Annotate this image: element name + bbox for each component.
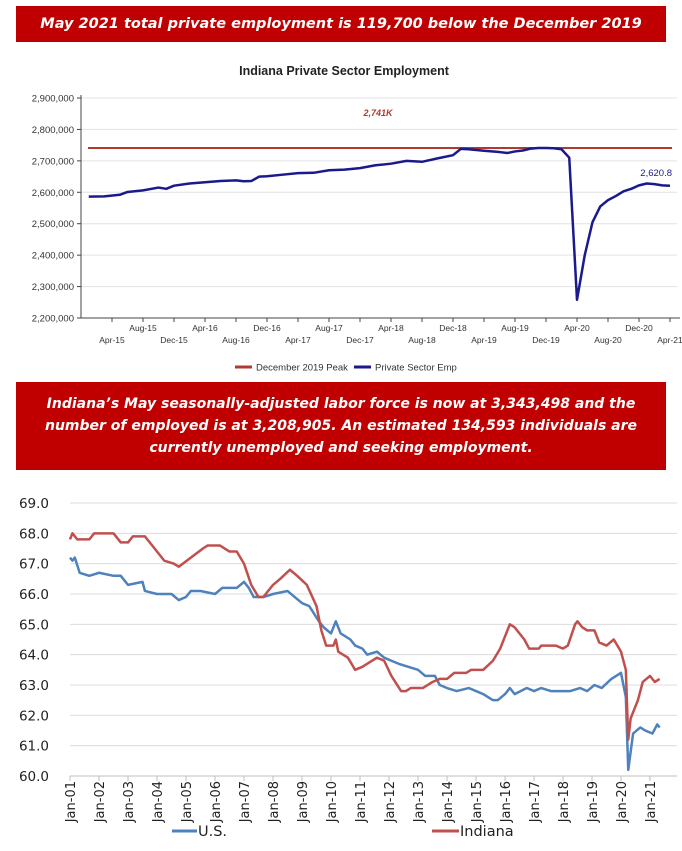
x-tick-label: Jan-18	[557, 781, 572, 823]
y-tick-label: 2,900,000	[32, 94, 74, 105]
x-tick-label: Apr-21	[657, 335, 682, 345]
y-tick-label: 62.0	[19, 708, 49, 724]
y-tick-label: 66.0	[19, 587, 49, 603]
x-tick-label: Jan-09	[296, 781, 311, 823]
x-tick-label: Jan-19	[586, 781, 601, 823]
x-tick-label: Jan-02	[93, 781, 108, 823]
x-tick-label: Aug-17	[315, 323, 343, 333]
x-tick-label: Jan-20	[615, 781, 630, 823]
legend-label-us: U.S.	[198, 824, 227, 840]
y-tick-label: 65.0	[19, 617, 49, 633]
y-tick-label: 2,200,000	[32, 314, 74, 325]
y-tick-label: 2,700,000	[32, 156, 74, 167]
x-tick-label: Jan-11	[354, 781, 369, 823]
y-tick-label: 69.0	[19, 496, 49, 512]
legend-label-private: Private Sector Emp	[375, 363, 457, 374]
headline-banner-private-employment: May 2021 total private employment is 119…	[16, 6, 666, 68]
legend-label-indiana: Indiana	[460, 824, 514, 840]
y-tick-label: 2,300,000	[32, 282, 74, 293]
private-sector-employment-chart: Indiana Private Sector Employment 2,900,…	[32, 64, 682, 374]
x-tick-label: Jan-15	[470, 781, 485, 823]
x-tick-label: Jan-14	[441, 781, 456, 823]
x-tick-label: Jan-06	[209, 781, 224, 823]
x-tick-label: Dec-18	[439, 323, 467, 333]
y-tick-label: 68.0	[19, 526, 49, 542]
x-tick-label: Dec-15	[160, 335, 188, 345]
x-tick-label: Apr-16	[192, 323, 218, 333]
y-tick-label: 2,600,000	[32, 188, 74, 199]
y-tick-label: 64.0	[19, 648, 49, 664]
x-tick-label: Jan-21	[644, 781, 659, 823]
x-tick-label: Jan-05	[180, 781, 195, 823]
x-tick-label: Aug-19	[501, 323, 529, 333]
legend-label-peak: December 2019 Peak	[256, 363, 348, 374]
x-tick-label: Jan-07	[238, 781, 253, 823]
y-tick-label: 2,500,000	[32, 219, 74, 230]
x-tick-label: Jan-03	[122, 781, 137, 823]
x-tick-label: Jan-04	[151, 781, 166, 823]
y-tick-label: 2,400,000	[32, 251, 74, 262]
x-tick-label: Jan-13	[412, 781, 427, 823]
x-tick-label: Jan-12	[383, 781, 398, 823]
x-tick-label: Jan-10	[325, 781, 340, 823]
x-tick-label: Aug-15	[129, 323, 157, 333]
chart-title: Indiana Private Sector Employment	[239, 64, 450, 78]
x-tick-label: Dec-17	[346, 335, 374, 345]
y-tick-label: 2,800,000	[32, 125, 74, 136]
x-tick-label: Apr-17	[285, 335, 311, 345]
x-tick-label: Apr-15	[99, 335, 125, 345]
x-tick-label: Apr-19	[471, 335, 497, 345]
headline-banner-labor-force: Indiana’s May seasonally-adjusted labor …	[16, 382, 666, 470]
x-tick-label: Aug-16	[222, 335, 250, 345]
x-tick-label: Aug-18	[408, 335, 436, 345]
x-tick-label: Apr-20	[564, 323, 590, 333]
x-tick-label: Jan-08	[267, 781, 282, 823]
x-tick-label: Jan-01	[64, 781, 79, 823]
x-tick-label: Jan-16	[499, 781, 514, 823]
y-tick-label: 60.0	[19, 769, 49, 785]
y-tick-label: 63.0	[19, 678, 49, 694]
x-tick-label: Jan-17	[528, 781, 543, 823]
x-tick-label: Dec-20	[625, 323, 653, 333]
peak-annotation: 2,741K	[362, 108, 394, 118]
legend: December 2019 Peak Private Sector Emp	[235, 363, 457, 374]
y-tick-label: 61.0	[19, 739, 49, 755]
series-line-us	[69, 556, 661, 772]
legend: U.S. Indiana	[172, 824, 514, 840]
series-line-private-sector-emp	[88, 146, 671, 302]
series-line-indiana	[68, 532, 661, 741]
x-tick-label: Dec-16	[253, 323, 281, 333]
last-value-annotation: 2,620.8	[640, 168, 672, 179]
y-tick-label: 67.0	[19, 557, 49, 573]
x-tick-label: Apr-18	[378, 323, 404, 333]
x-tick-label: Aug-20	[594, 335, 622, 345]
x-tick-label: Dec-19	[532, 335, 560, 345]
